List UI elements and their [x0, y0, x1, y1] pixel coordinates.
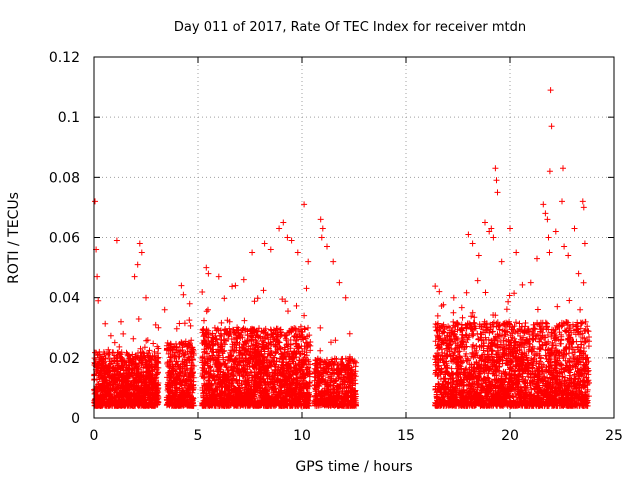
- x-tick-label: 0: [90, 428, 99, 444]
- y-tick-label: 0: [71, 411, 80, 427]
- chart-title: Day 011 of 2017, Rate Of TEC Index for r…: [174, 20, 526, 35]
- y-tick-label: 0.12: [49, 50, 80, 66]
- x-tick-label: 20: [501, 428, 519, 444]
- x-tick-label: 5: [194, 428, 203, 444]
- y-tick-label: 0.1: [58, 110, 80, 126]
- x-tick-label: 25: [605, 428, 623, 444]
- y-tick-label: 0.08: [49, 170, 80, 186]
- x-axis-label: GPS time / hours: [295, 459, 412, 475]
- grid-lines: [94, 57, 614, 418]
- y-tick-label: 0.06: [49, 231, 80, 247]
- plot-frame: [93, 56, 615, 419]
- roti-points: [91, 87, 592, 409]
- y-tick-label: 0.02: [49, 351, 80, 367]
- x-tick-label: 15: [397, 428, 415, 444]
- x-tick-label: 10: [293, 428, 311, 444]
- y-tick-label: 0.04: [49, 291, 80, 307]
- y-axis-label: ROTI / TECUs: [6, 192, 22, 284]
- data-points: [91, 87, 592, 409]
- axis-ticks: 0 5 10 15 20 25 0 0.02 0.04 0.06 0.08 0.1 0.12: [49, 50, 623, 444]
